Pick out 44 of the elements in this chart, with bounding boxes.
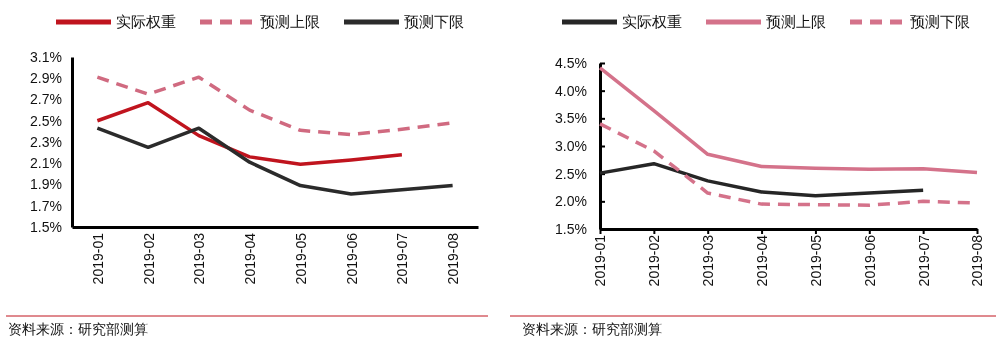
y-tick-label: 2.5%	[30, 112, 62, 129]
x-tick-label: 2019-06	[343, 232, 360, 285]
line-series	[598, 66, 979, 175]
line-series	[598, 161, 925, 198]
text: 资料来源：研究部测算	[522, 321, 662, 337]
legend-label: 预测下限	[910, 13, 970, 30]
x-tick-label: 2019-01	[89, 232, 106, 285]
y-tick-label: 3.5%	[555, 110, 587, 127]
y-tick-label: 2.7%	[30, 91, 62, 108]
x-tick-label: 2019-07	[394, 232, 411, 285]
x-tick-label: 2019-01	[592, 234, 609, 287]
line-series	[95, 126, 455, 196]
legend-label: 实际权重	[622, 13, 682, 30]
legend-label: 预测下限	[404, 13, 464, 30]
legend-label: 预测上限	[260, 13, 320, 30]
y-tick-label: 3.0%	[555, 137, 587, 154]
x-tick-label: 2019-08	[445, 232, 462, 285]
y-tick-label: 1.7%	[30, 197, 62, 214]
x-tick-label: 2019-06	[861, 234, 878, 287]
x-tick-label: 2019-03	[191, 232, 208, 285]
x-tick-label: 2019-02	[646, 234, 663, 287]
y-tick-label: 1.5%	[30, 218, 62, 235]
x-tick-label: 2019-05	[292, 232, 309, 285]
x-tick-label: 2019-03	[700, 234, 717, 287]
y-tick-label: 2.0%	[555, 193, 587, 210]
legend-label: 预测上限	[766, 13, 826, 30]
y-tick-label: 2.3%	[30, 133, 62, 150]
legend-label: 实际权重	[116, 13, 176, 30]
y-tick-label: 2.5%	[555, 165, 587, 182]
x-tick-label: 2019-07	[915, 234, 932, 287]
y-tick-label: 4.5%	[555, 54, 587, 71]
y-tick-label: 3.1%	[30, 48, 62, 65]
y-tick-label: 4.0%	[555, 82, 587, 99]
x-tick-label: 2019-02	[140, 232, 157, 285]
x-tick-label: 2019-05	[807, 234, 824, 287]
y-tick-label: 1.5%	[555, 220, 587, 237]
y-tick-label: 2.1%	[30, 155, 62, 172]
x-tick-label: 2019-04	[753, 234, 770, 287]
text: 资料来源：研究部测算	[8, 321, 148, 337]
x-tick-label: 2019-04	[242, 232, 259, 285]
line-series	[95, 100, 404, 167]
x-tick-label: 2019-08	[969, 234, 986, 287]
y-tick-label: 2.9%	[30, 70, 62, 87]
y-tick-label: 1.9%	[30, 176, 62, 193]
